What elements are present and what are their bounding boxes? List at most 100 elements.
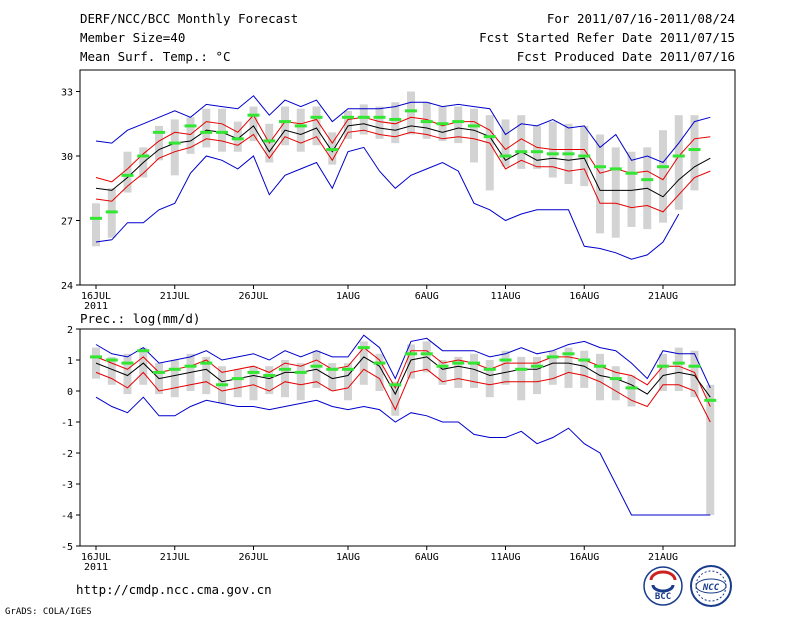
plot-frame	[79, 69, 736, 286]
median-mark	[468, 361, 480, 365]
spread-box	[123, 353, 132, 395]
spread-box	[611, 147, 620, 238]
spread-box	[674, 347, 683, 391]
median-mark	[452, 120, 465, 124]
median-mark	[578, 154, 591, 158]
series-mean-line	[95, 356, 711, 398]
median-mark	[499, 358, 512, 362]
spread-box	[391, 102, 400, 144]
median-mark	[483, 367, 496, 371]
spread-box	[391, 381, 400, 416]
y-tick-label: 27	[61, 217, 73, 228]
spread-box	[328, 363, 337, 391]
y-tick-label: -2	[61, 449, 73, 460]
spread-box	[596, 134, 604, 234]
spread-box	[359, 104, 368, 135]
spread-box	[690, 350, 699, 398]
spread-box	[107, 356, 116, 385]
median-mark	[546, 355, 559, 359]
x-tick-label: 16JUL	[81, 552, 111, 563]
spread-box	[359, 341, 368, 385]
median-mark	[420, 352, 433, 356]
spread-box	[674, 115, 683, 210]
median-mark	[137, 154, 150, 158]
x-tick-label: 6AUG	[415, 291, 439, 302]
spread-box	[407, 344, 415, 379]
median-mark	[279, 367, 291, 371]
median-mark	[279, 120, 291, 124]
spread-box	[485, 360, 494, 398]
y-tick-label: -3	[61, 480, 73, 491]
y-tick-label: 30	[61, 152, 73, 163]
spread-box	[375, 353, 384, 391]
spread-box	[155, 125, 163, 161]
spread-box	[611, 366, 620, 401]
spread-box	[501, 119, 510, 167]
median-mark	[231, 137, 244, 141]
median-mark	[641, 178, 654, 182]
prec-variable-label: Prec.: log(mm/d)	[80, 311, 200, 326]
median-mark	[499, 154, 512, 158]
median-mark	[184, 364, 197, 368]
series-min-line	[95, 396, 711, 516]
median-mark	[389, 383, 402, 387]
spread-box	[517, 356, 526, 401]
spread-box	[202, 356, 211, 395]
median-mark	[594, 165, 606, 169]
median-mark	[672, 154, 685, 158]
spread-box	[659, 353, 667, 391]
series-upper-line	[95, 114, 711, 183]
x-tick-label: 1AUG	[336, 291, 360, 302]
spread-box	[312, 106, 321, 146]
median-mark	[657, 165, 669, 169]
spread-box	[139, 347, 148, 385]
median-mark	[625, 171, 638, 175]
spread-box	[233, 121, 242, 152]
median-mark	[452, 361, 465, 365]
spread-box	[485, 115, 494, 191]
spread-box	[564, 347, 573, 388]
temperature-panel: 24 27 30 33 16JUL 21JUL 26JUL 1AUG 6AUG 11AUG 16AU…	[61, 69, 736, 312]
median-mark	[531, 150, 543, 154]
median-mark	[200, 361, 213, 365]
median-mark	[405, 109, 417, 113]
y-tick-label: 2	[67, 325, 73, 336]
spread-box	[170, 119, 179, 176]
median-mark	[247, 113, 260, 117]
median-mark	[405, 352, 417, 356]
median-mark	[436, 122, 449, 126]
x-tick-label: 21AUG	[648, 291, 678, 302]
spread-box	[533, 356, 541, 395]
y-tick-label: -5	[61, 542, 73, 553]
median-mark	[342, 115, 354, 119]
spread-box	[344, 363, 352, 401]
median-mark	[672, 361, 685, 365]
median-mark	[704, 398, 717, 402]
median-mark	[562, 152, 575, 156]
x-tick-label: 16JUL	[81, 291, 111, 302]
median-mark	[153, 130, 165, 134]
spread-box	[627, 151, 636, 227]
median-mark	[483, 135, 496, 139]
ncc-logo: NCC	[690, 565, 732, 607]
y-tick-label: -4	[61, 511, 73, 522]
spread-box	[454, 106, 463, 144]
spread-box	[470, 108, 478, 163]
spread-box	[580, 350, 589, 388]
spread-box	[123, 151, 132, 193]
median-mark	[184, 124, 197, 128]
source-url: http://cmdp.ncc.cma.gov.cn	[76, 582, 272, 597]
median-mark	[153, 370, 165, 374]
median-mark	[168, 141, 181, 145]
median-mark	[609, 377, 622, 381]
spread-box	[548, 350, 557, 385]
spread-box	[706, 384, 715, 515]
median-mark	[373, 115, 386, 119]
spread-box	[690, 115, 699, 191]
median-mark	[562, 352, 575, 356]
median-mark	[389, 117, 402, 121]
median-mark	[90, 355, 102, 359]
spread-box	[344, 110, 352, 139]
bcc-logo: BCC	[643, 566, 683, 606]
